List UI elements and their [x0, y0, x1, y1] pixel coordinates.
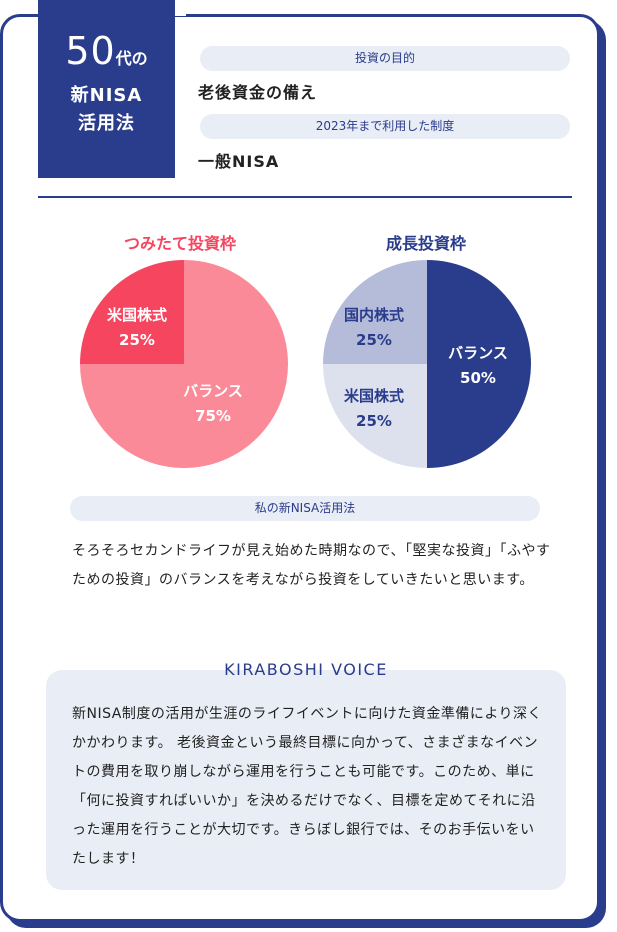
slice-value-balance: 75% [195, 407, 231, 425]
pie-slice-us-stocks [80, 260, 184, 364]
card-notch [172, 0, 186, 16]
slice-value-us-stocks: 25% [356, 412, 392, 430]
pie-chart-tsumitate: 米国株式 25% バランス 75% [80, 260, 288, 468]
header-line-method: 活用法 [78, 113, 135, 134]
chart-title-growth: 成長投資枠 [385, 234, 466, 253]
pie-slice-us-stocks [323, 364, 427, 468]
system-value: 一般NISA [198, 152, 280, 171]
voice-title: KIRABOSHI VOICE [224, 660, 388, 679]
pie-slice-domestic-stocks [323, 260, 427, 364]
my-method-text: そろそろセカンドライフが見え始めた時期なので、「堅実な投資」「ふやすための投資」… [72, 543, 551, 588]
slice-label-us-stocks: 米国株式 [344, 387, 404, 405]
age-header-box: 50代の 新NISA 活用法 [38, 0, 175, 178]
slice-value-us-stocks: 25% [119, 331, 155, 349]
slice-value-domestic-stocks: 25% [356, 331, 392, 349]
slice-label-domestic-stocks: 国内株式 [344, 306, 404, 324]
header-line-nisa: 新NISA [70, 85, 143, 106]
voice-box: 新NISA制度の活用が生涯のライフイベントに向けた資金準備により深くかかわります… [46, 670, 566, 890]
chart-title-tsumitate: つみたて投資枠 [123, 234, 236, 253]
pie-chart-growth: 国内株式 25% バランス 50% 米国株式 25% [323, 260, 531, 468]
slice-label-balance: バランス [183, 382, 243, 400]
age-number: 50 [65, 29, 116, 73]
slice-label-balance: バランス [448, 344, 508, 362]
pie-slice-balance [80, 260, 288, 468]
pie-slice-balance [427, 260, 531, 468]
header-divider [38, 196, 572, 198]
my-method-label-pill: 私の新NISA活用法 [70, 496, 540, 521]
purpose-value: 老後資金の備え [198, 83, 318, 102]
age-suffix: 代の [115, 49, 148, 68]
system-label-pill: 2023年まで利用した制度 [200, 114, 570, 139]
slice-label-us-stocks: 米国株式 [107, 306, 167, 324]
purpose-label-pill: 投資の目的 [200, 46, 570, 71]
age-heading: 50代の [38, 32, 175, 70]
voice-text: 新NISA制度の活用が生涯のライフイベントに向けた資金準備により深くかかわります… [72, 706, 543, 867]
slice-value-balance: 50% [460, 369, 496, 387]
